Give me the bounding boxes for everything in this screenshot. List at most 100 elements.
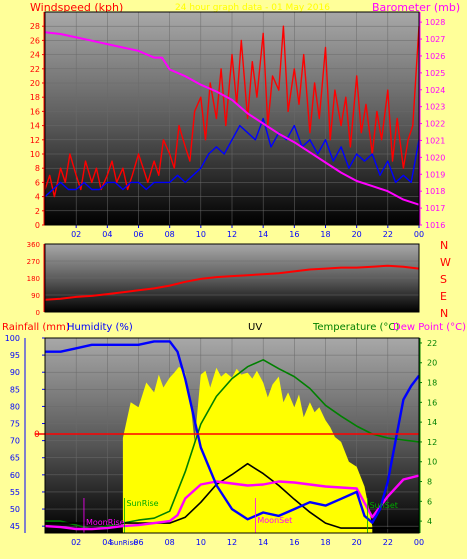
temperature-tick-label: 12 bbox=[427, 438, 437, 447]
windspeed-tick-label: 24 bbox=[30, 51, 40, 60]
barometer-tick-label: 1027 bbox=[425, 35, 445, 44]
time-tick-label: 00 bbox=[414, 230, 424, 239]
climate-time-tick-label: 22 bbox=[383, 538, 393, 547]
time-tick-label: 12 bbox=[227, 230, 237, 239]
humidity-label: Humidity (%) bbox=[67, 322, 133, 333]
event-label-moonrise: MoonRise bbox=[86, 518, 125, 527]
compass-n: N bbox=[440, 307, 448, 320]
barometer-tick-label: 1026 bbox=[425, 52, 445, 61]
compass-n: N bbox=[440, 239, 448, 252]
humidity-tick-label: 85 bbox=[10, 385, 20, 394]
temperature-tick-label: 10 bbox=[427, 458, 437, 467]
wind-time-axis: 02 04 06 08 10 12 14 16 18 20 22 00 bbox=[71, 225, 424, 239]
barometer-tick-label: 1028 bbox=[425, 18, 445, 27]
climate-time-tick-label: 12 bbox=[227, 538, 237, 547]
barometer-tick-label: 1019 bbox=[425, 170, 445, 179]
direction-tick-label: 90 bbox=[31, 292, 40, 300]
climate-time-tick-label: 00 bbox=[414, 538, 424, 547]
windspeed-tick-label: 10 bbox=[30, 150, 40, 159]
windspeed-tick-label: 22 bbox=[30, 65, 40, 74]
series-direction bbox=[44, 264, 420, 301]
temperature-tick-label: 14 bbox=[427, 418, 437, 427]
time-tick-label: 14 bbox=[258, 230, 268, 239]
windspeed-tick-label: 6 bbox=[35, 178, 40, 187]
humidity-tick-label: 45 bbox=[10, 522, 20, 531]
series-average bbox=[44, 117, 420, 198]
time-tick-label: 22 bbox=[383, 230, 393, 239]
climate-time-tick-label: 18 bbox=[320, 538, 330, 547]
direction-axis: 0 90 180 270 360 bbox=[27, 241, 45, 317]
windspeed-tick-label: 12 bbox=[30, 136, 40, 145]
humidity-tick-label: 80 bbox=[10, 402, 20, 411]
humidity-tick-label: 65 bbox=[10, 454, 20, 463]
direction-tick-label: 270 bbox=[27, 258, 40, 266]
time-tick-label: 04 bbox=[102, 230, 112, 239]
uv-label: UV bbox=[248, 322, 262, 333]
windspeed-tick-label: 18 bbox=[30, 93, 40, 102]
temperature-tick-label: 8 bbox=[427, 478, 432, 487]
series-gust bbox=[44, 25, 420, 198]
time-tick-label: 16 bbox=[289, 230, 299, 239]
event-label-sunrise: SunRise bbox=[126, 499, 158, 508]
rainfall-label: Rainfall (mm) bbox=[2, 322, 70, 333]
dewpoint-label: Dew Point (°C) bbox=[393, 322, 466, 333]
series-uv bbox=[45, 462, 419, 529]
windspeed-tick-label: 16 bbox=[30, 107, 40, 116]
series-barometer bbox=[44, 31, 420, 206]
direction-series bbox=[44, 264, 420, 301]
windspeed-tick-label: 2 bbox=[35, 207, 40, 216]
compass-s: S bbox=[440, 273, 447, 286]
time-tick-label: 20 bbox=[352, 230, 362, 239]
series-humidity bbox=[45, 340, 420, 524]
sunrise-axis-label: SunRise bbox=[109, 539, 137, 547]
humidity-tick-label: 60 bbox=[10, 471, 20, 480]
sun-moon-events: SunRise MoonRise SunSet MoonSet SunRise bbox=[83, 498, 398, 547]
event-label-sunset: SunSet bbox=[370, 501, 398, 510]
windspeed-tick-label: 26 bbox=[30, 36, 40, 45]
barometer-tick-label: 1016 bbox=[425, 221, 445, 230]
temperature-tick-label: 20 bbox=[427, 359, 437, 368]
climate-time-tick-label: 14 bbox=[258, 538, 268, 547]
time-tick-label: 10 bbox=[196, 230, 206, 239]
humidity-tick-label: 100 bbox=[5, 334, 20, 343]
chart-title: 24 hour graph data - 01 May 2016 bbox=[175, 3, 330, 13]
temperature-tick-label: 6 bbox=[427, 497, 432, 506]
temperature-axis: 4 6 8 10 12 14 16 18 20 22 bbox=[419, 338, 437, 533]
series-solar bbox=[122, 366, 373, 533]
climate-time-tick-label: 16 bbox=[289, 538, 299, 547]
barometer-tick-label: 1025 bbox=[425, 69, 445, 78]
barometer-tick-label: 1021 bbox=[425, 136, 445, 145]
temperature-tick-label: 16 bbox=[427, 398, 437, 407]
time-tick-label: 06 bbox=[133, 230, 143, 239]
temperature-tick-label: 4 bbox=[427, 517, 432, 526]
climate-time-tick-label: 04 bbox=[102, 538, 112, 547]
time-tick-label: 08 bbox=[165, 230, 175, 239]
barometer-tick-label: 1022 bbox=[425, 120, 445, 129]
series-temperature bbox=[45, 358, 420, 530]
direction-tick-label: 0 bbox=[36, 309, 40, 317]
climate-time-tick-label: 02 bbox=[71, 538, 81, 547]
climate-time-tick-label: 20 bbox=[352, 538, 362, 547]
compass-e: E bbox=[440, 290, 447, 303]
barometer-tick-label: 1020 bbox=[425, 153, 445, 162]
humidity-tick-label: 95 bbox=[10, 351, 20, 360]
temperature-tick-label: 22 bbox=[427, 339, 437, 348]
direction-tick-label: 180 bbox=[27, 275, 40, 283]
windspeed-tick-label: 28 bbox=[30, 22, 40, 31]
windspeed-tick-label: 14 bbox=[30, 122, 40, 131]
time-tick-label: 02 bbox=[71, 230, 81, 239]
humidity-tick-label: 70 bbox=[10, 437, 20, 446]
climate-time-tick-label: 06 bbox=[133, 538, 143, 547]
windspeed-tick-label: 0 bbox=[35, 221, 40, 230]
wind-series bbox=[44, 25, 420, 206]
rainfall-zero-label: 0 bbox=[34, 430, 40, 440]
climate-series bbox=[35, 340, 420, 533]
event-label-moonset: MoonSet bbox=[257, 516, 292, 525]
temperature-label: Temperature (°C) bbox=[312, 322, 399, 333]
